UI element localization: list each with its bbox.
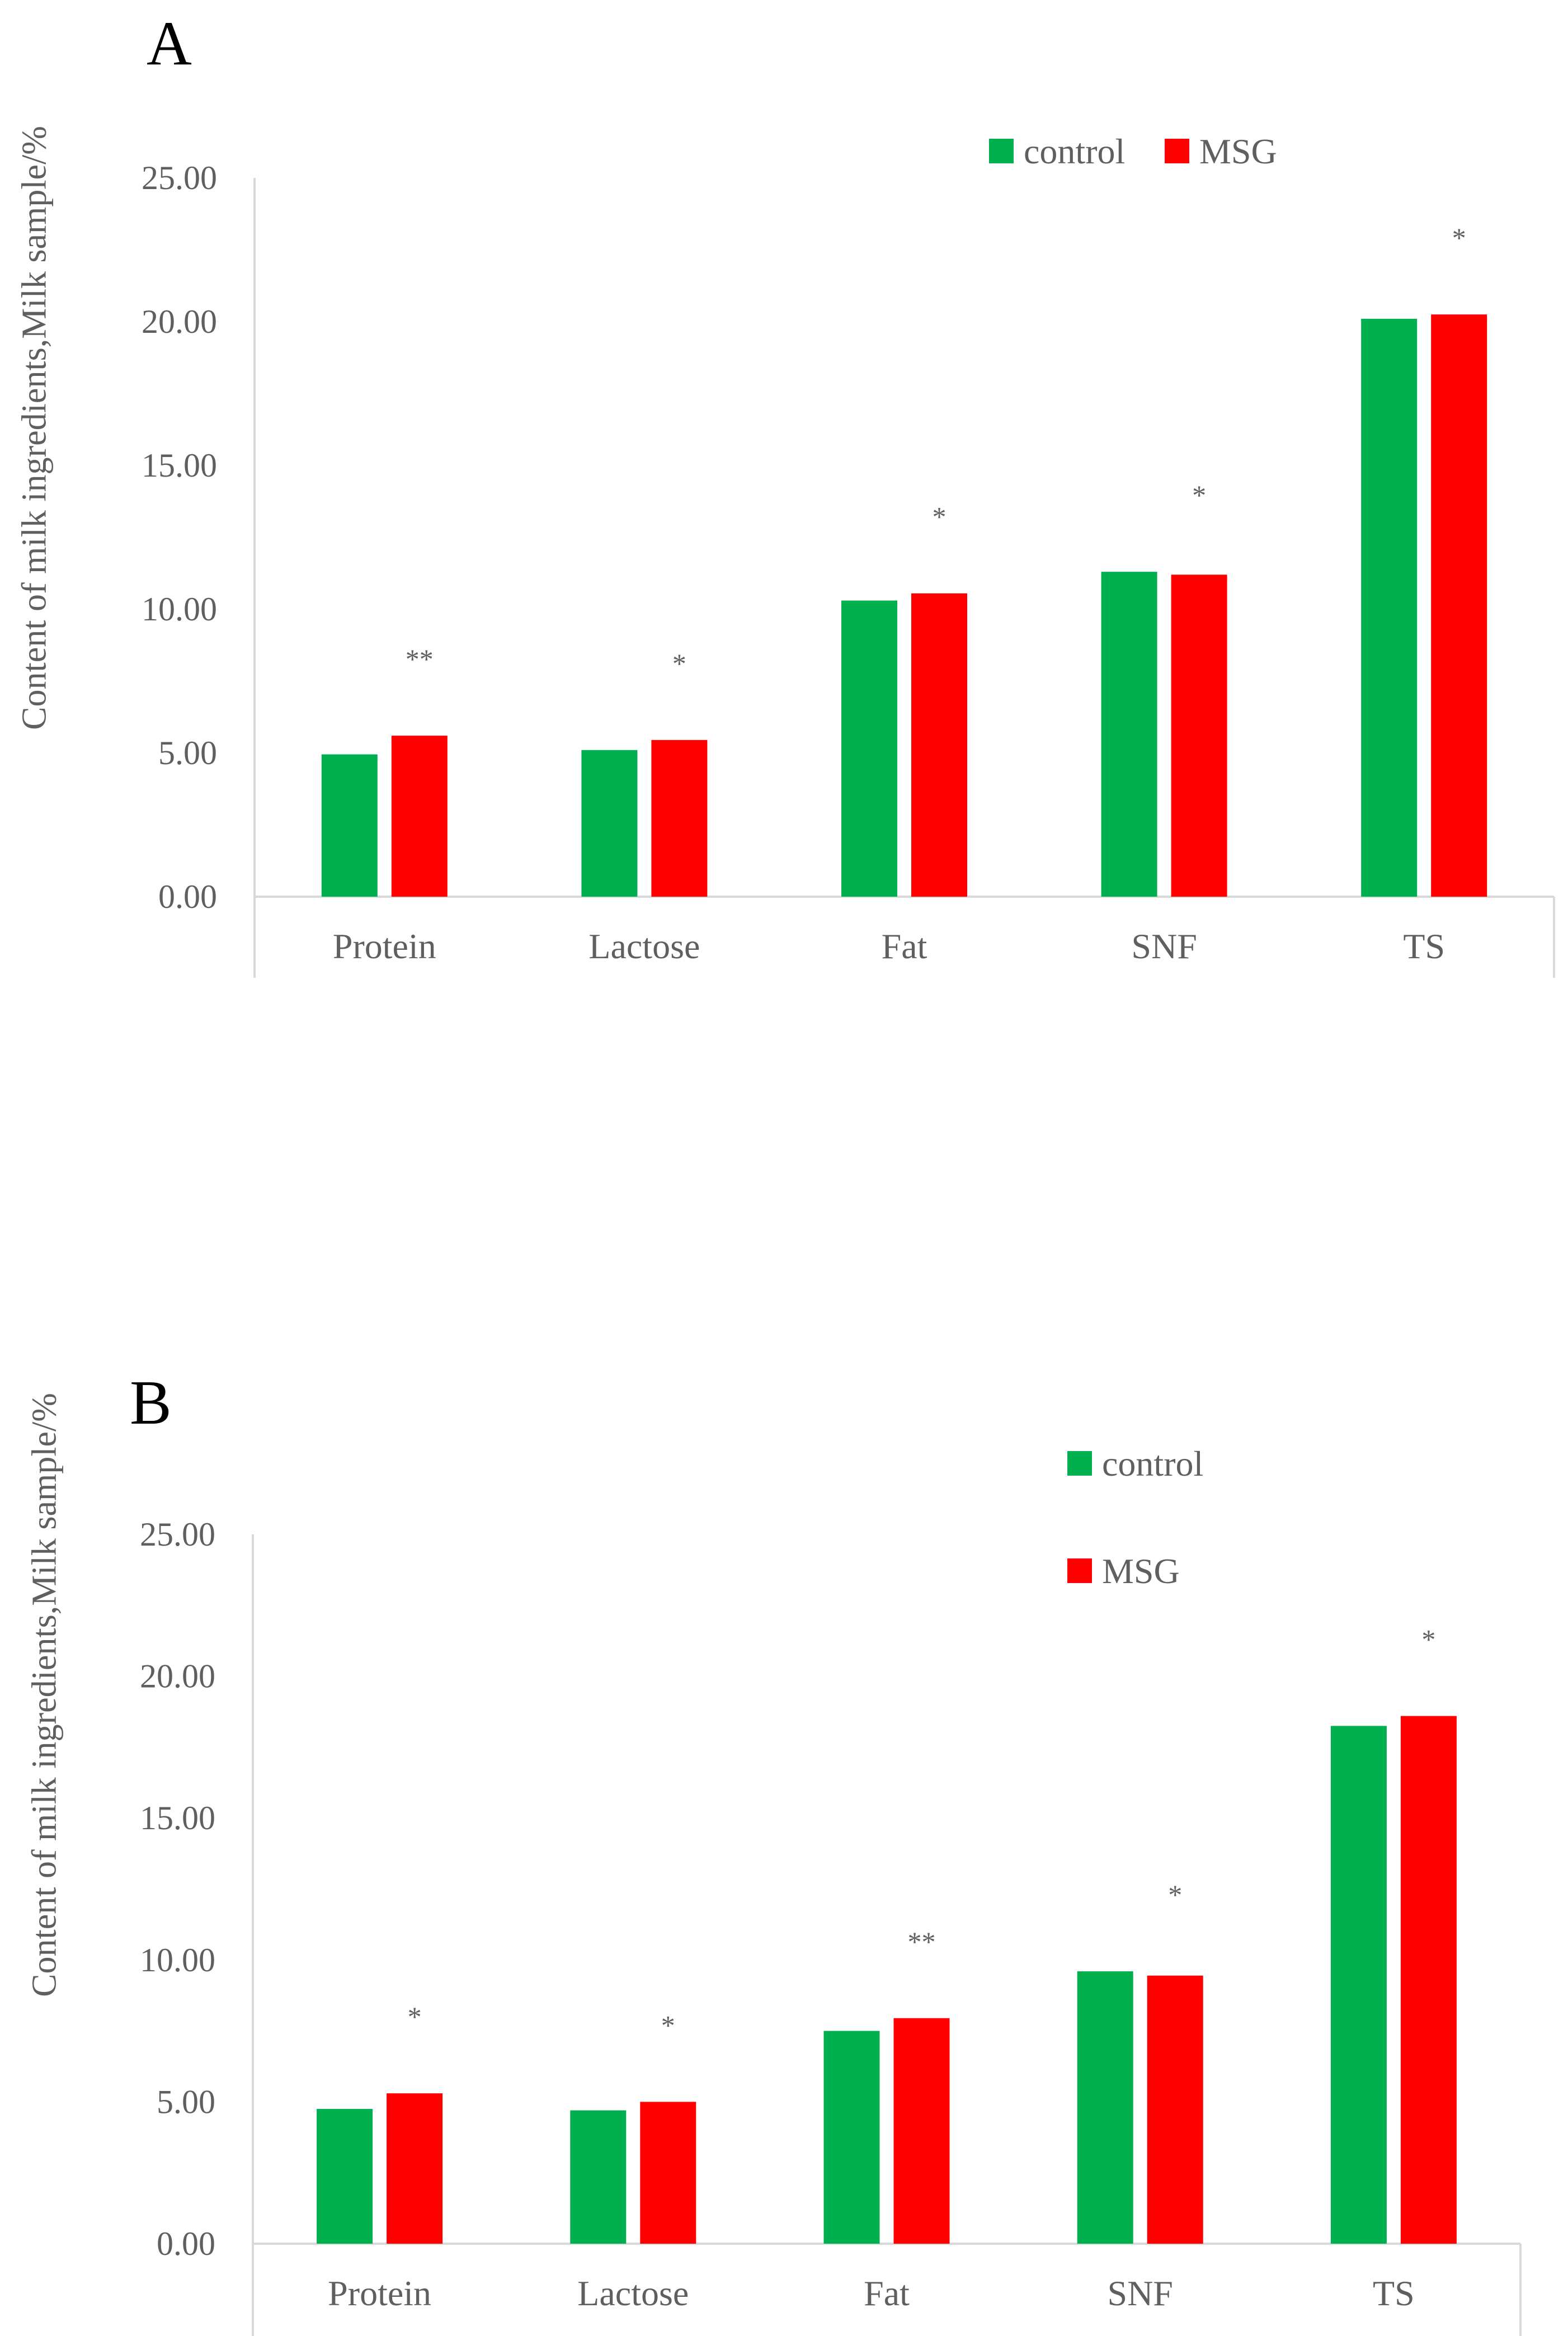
x-tick-label: Fat [882, 926, 927, 966]
bar-msg-protein [387, 2093, 443, 2244]
bar-control-lactose [570, 2110, 627, 2244]
legend-swatch-msg [1165, 139, 1189, 163]
legend-label: control [1024, 131, 1125, 171]
bar-control-ts [1330, 1726, 1387, 2244]
x-tick-label: SNF [1131, 926, 1197, 966]
bar-msg-fat [893, 2018, 950, 2244]
bar-control-snf [1101, 572, 1157, 897]
bar-msg-lactose [651, 740, 708, 897]
bar-control-fat [841, 600, 897, 897]
y-tick-label: 25.00 [140, 1516, 215, 1553]
significance-marker: * [1192, 479, 1206, 511]
bar-msg-snf [1147, 1975, 1203, 2244]
x-tick-label: TS [1403, 926, 1445, 966]
legend-swatch-control [989, 139, 1014, 163]
chart-panel-a: A Content of milk ingredients,Milk sampl… [0, 0, 1568, 1007]
panel-label: B [130, 1368, 172, 1438]
bar-control-fat [823, 2031, 880, 2244]
significance-marker: * [1168, 1879, 1182, 1910]
y-tick-label: 20.00 [140, 1658, 215, 1695]
chart-panel-b: B Content of milk ingredients,Milk sampl… [0, 1343, 1568, 2336]
y-tick-label: 15.00 [140, 1800, 215, 1836]
x-tick-label: Protein [333, 926, 436, 966]
significance-marker: * [1421, 1624, 1435, 1655]
y-tick-label: 25.00 [142, 159, 217, 196]
y-tick-label: 20.00 [142, 303, 217, 340]
bar-msg-snf [1171, 574, 1227, 897]
bar-control-protein [321, 754, 378, 897]
significance-marker: ** [908, 1926, 936, 1957]
significance-marker: ** [406, 643, 434, 675]
bar-msg-lactose [640, 2102, 696, 2244]
y-tick-label: 0.00 [158, 878, 217, 915]
bar-chart: 0.00 5.00 10.00 15.00 20.00 25.00 * Protein * Lac… [140, 1444, 1522, 2336]
x-tick-label: SNF [1107, 2273, 1173, 2313]
significance-marker: * [661, 2009, 675, 2041]
significance-marker: * [933, 501, 947, 533]
legend-swatch-control [1067, 1451, 1092, 1476]
y-tick-label: 0.00 [157, 2225, 215, 2262]
y-tick-label: 5.00 [157, 2083, 215, 2120]
y-tick-label: 10.00 [140, 1942, 215, 1979]
bar-control-protein [317, 2109, 373, 2244]
x-tick-label: Protein [328, 2273, 431, 2313]
y-tick-label: 15.00 [142, 447, 217, 484]
x-tick-label: Fat [864, 2273, 910, 2313]
bar-control-snf [1077, 1971, 1133, 2244]
significance-marker: * [672, 648, 686, 679]
legend-label: control [1102, 1444, 1203, 1483]
legend-label: MSG [1199, 131, 1277, 171]
x-tick-label: Lactose [577, 2273, 689, 2313]
panel-label: A [147, 9, 192, 78]
legend-label: MSG [1102, 1551, 1180, 1591]
x-tick-label: Lactose [588, 926, 700, 966]
significance-marker: * [1452, 222, 1466, 253]
y-tick-label: 10.00 [142, 591, 217, 628]
bar-control-lactose [581, 750, 638, 897]
legend-swatch-msg [1067, 1558, 1092, 1583]
bar-msg-fat [911, 593, 967, 897]
y-tick-label: 5.00 [158, 734, 217, 771]
bar-control-ts [1361, 318, 1418, 897]
bar-msg-ts [1400, 1716, 1457, 2244]
significance-marker: * [408, 2001, 422, 2032]
bar-msg-protein [391, 736, 448, 897]
bar-chart: 0.005.0010.0015.0020.0025.00**Protein*La… [142, 131, 1555, 978]
bar-msg-ts [1431, 314, 1487, 897]
x-tick-label: TS [1373, 2273, 1415, 2313]
